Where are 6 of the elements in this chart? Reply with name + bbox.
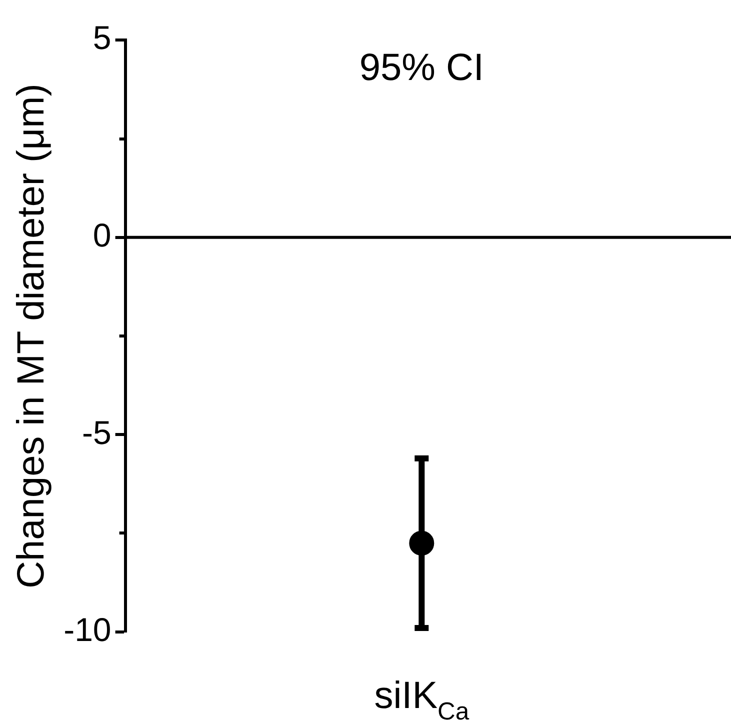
y-tick-label: -10 <box>64 611 112 648</box>
y-tick-label: -5 <box>82 414 112 451</box>
y-tick-label: 0 <box>92 216 112 254</box>
chart-title: 95% CI <box>359 47 484 89</box>
y-axis-title: Changes in MT diameter (μm) <box>10 84 52 588</box>
y-tick-label: 5 <box>92 19 112 56</box>
